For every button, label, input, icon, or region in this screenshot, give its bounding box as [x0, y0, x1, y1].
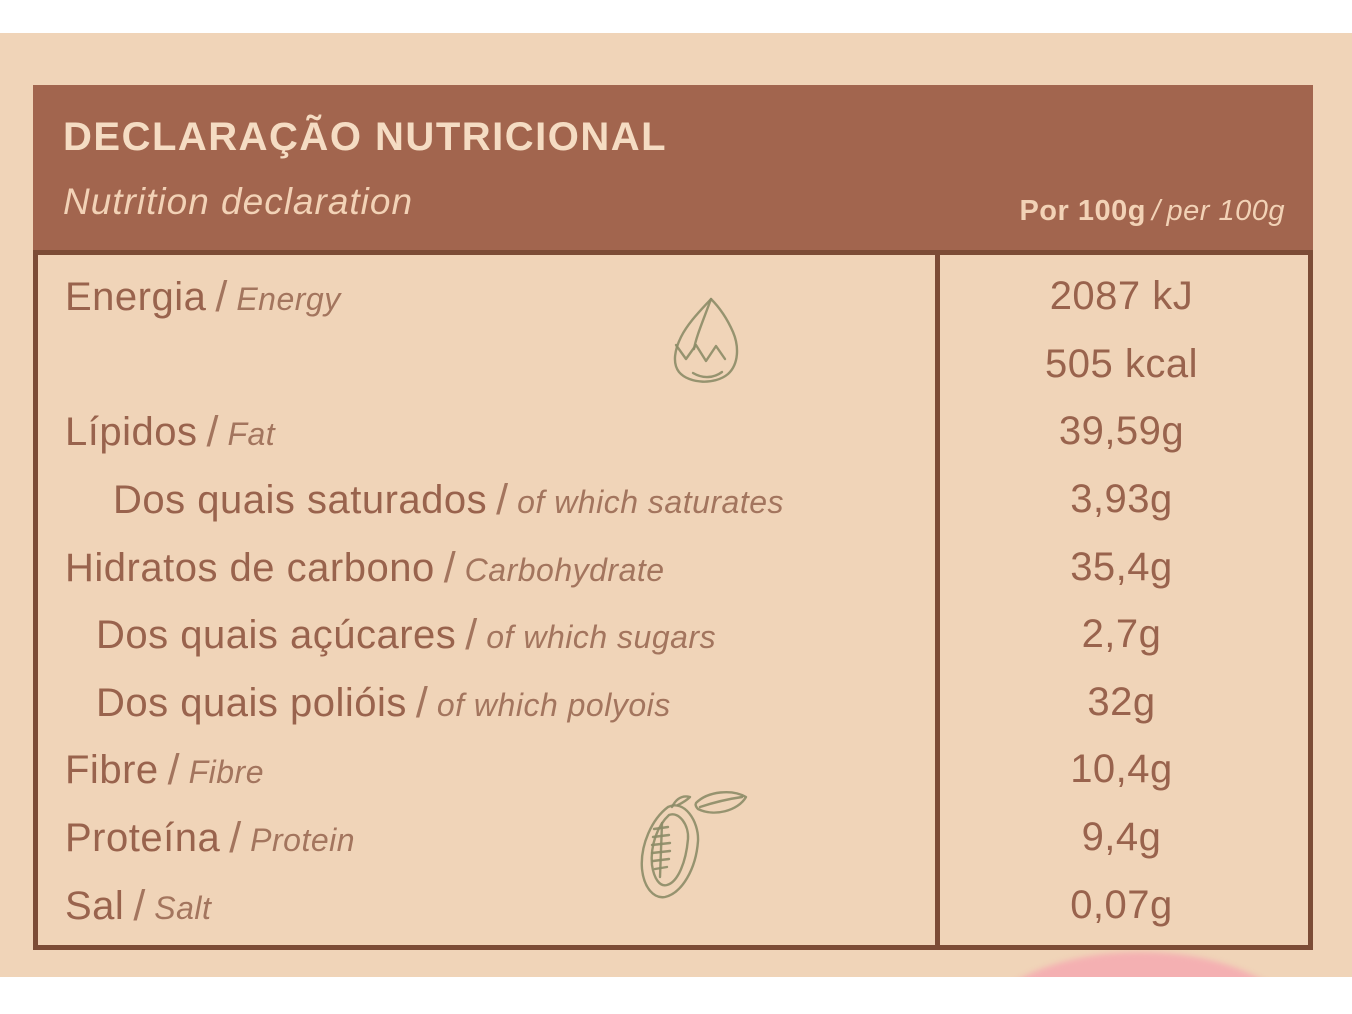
nutrition-table: Energia / Energy 2087 kJ 505 kcal Lípidos /…: [33, 250, 1313, 950]
table-row: Dos quais açúcares / of which sugars 2,7g: [38, 601, 1308, 669]
nutrient-label: Energia / Energy: [38, 272, 935, 321]
nutrient-name-pt: Dos quais polióis: [96, 680, 407, 725]
nutrient-value: 0,07g: [1070, 882, 1173, 927]
nutrient-value: 505 kcal: [1045, 341, 1198, 386]
table-row: Sal / Salt 0,07g: [38, 871, 1308, 939]
nutrient-label: Dos quais polióis / of which polyois: [38, 678, 935, 727]
nutrient-label: Sal / Salt: [38, 881, 935, 930]
label-separator: /: [133, 881, 146, 930]
nutrient-label: Fibre / Fibre: [38, 745, 935, 794]
table-row: Proteína / Protein 9,4g: [38, 804, 1308, 872]
nutrient-label: Dos quais açúcares / of which sugars: [38, 610, 935, 659]
nutrient-name-pt: Energia: [65, 275, 207, 320]
label-separator: /: [167, 746, 180, 795]
nutrient-value: 39,59g: [1058, 409, 1185, 454]
nutrient-name-en: Salt: [154, 889, 212, 926]
pink-decoration: [975, 952, 1305, 977]
nutrient-label: Proteína / Protein: [38, 813, 935, 862]
label-separator: /: [229, 814, 242, 863]
nutrient-label: Dos quais saturados / of which saturates: [38, 475, 935, 524]
nutrient-value: 35,4g: [1070, 544, 1173, 589]
nutrient-name-en: of which sugars: [486, 619, 717, 656]
label-separator: /: [215, 273, 228, 322]
table-row: Lípidos / Fat 39,59g: [38, 398, 1308, 466]
nutrient-value: 2087 kJ: [1049, 274, 1194, 319]
nutrient-value: 32g: [1087, 679, 1156, 724]
nutrient-name-en: Fat: [227, 416, 276, 453]
label-separator: /: [496, 476, 509, 525]
table-row: Fibre / Fibre 10,4g: [38, 736, 1308, 804]
nutrient-value: 10,4g: [1070, 747, 1173, 792]
per-100g-separator: /: [1151, 195, 1161, 227]
nutrient-label: Lípidos / Fat: [38, 407, 935, 456]
per-100g-label: Por 100g / per 100g: [1019, 195, 1285, 228]
page-title: DECLARAÇÃO NUTRICIONAL: [63, 115, 668, 159]
page-subtitle: Nutrition declaration: [63, 181, 414, 222]
table-row: Dos quais polióis / of which polyois 32g: [38, 669, 1308, 737]
nutrient-name-pt: Dos quais açúcares: [96, 613, 457, 658]
nutrient-name-en: of which saturates: [517, 484, 785, 521]
table-row: Hidratos de carbono / Carbohydrate 35,4g: [38, 533, 1308, 601]
nutrient-value: 3,93g: [1070, 477, 1173, 522]
nutrient-name-en: Protein: [250, 822, 356, 859]
nutrient-name-pt: Fibre: [65, 748, 159, 793]
per-100g-en: per 100g: [1166, 195, 1285, 227]
hazelnut-icon: [673, 297, 739, 383]
label-separator: /: [206, 408, 219, 457]
nutrient-name-pt: Lípidos: [65, 410, 198, 455]
column-divider: [935, 255, 940, 945]
nutrient-name-en: of which polyois: [436, 686, 671, 723]
nutrient-value: 2,7g: [1081, 612, 1162, 657]
cocoa-pod-icon: [640, 791, 748, 899]
nutrient-name-en: Carbohydrate: [464, 551, 665, 588]
card-header: DECLARAÇÃO NUTRICIONAL Nutrition declara…: [33, 85, 1313, 250]
label-separator: /: [443, 543, 456, 592]
label-separator: /: [465, 611, 478, 660]
nutrient-name-pt: Proteína: [65, 816, 221, 861]
nutrient-name-pt: Sal: [65, 883, 125, 928]
nutrition-declaration-card: DECLARAÇÃO NUTRICIONAL Nutrition declara…: [33, 85, 1313, 950]
table-row: Energia / Energy 2087 kJ: [38, 263, 1308, 331]
nutrient-name-en: Energy: [236, 281, 341, 318]
table-row: Dos quais saturados / of which saturates 3…: [38, 466, 1308, 534]
per-100g-pt: Por 100g: [1019, 195, 1146, 227]
nutrient-name-pt: Dos quais saturados: [113, 478, 488, 523]
nutrient-value: 9,4g: [1081, 815, 1162, 860]
table-row: 505 kcal: [38, 331, 1308, 399]
nutrient-label: Hidratos de carbono / Carbohydrate: [38, 543, 935, 592]
label-separator: /: [415, 678, 428, 727]
nutrient-name-en: Fibre: [188, 754, 264, 791]
nutrient-name-pt: Hidratos de carbono: [65, 545, 435, 590]
